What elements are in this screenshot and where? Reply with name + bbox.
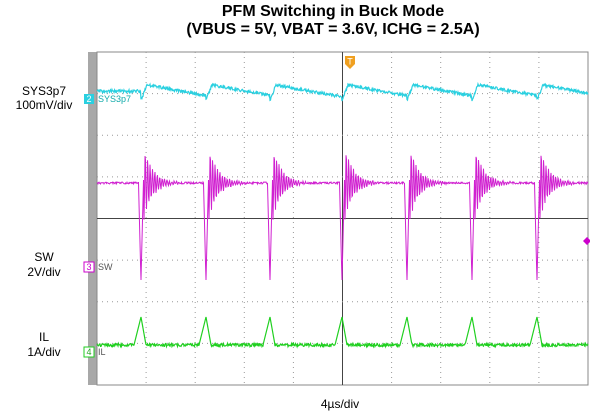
channel-scale: 1A/div [27,345,60,359]
channel-marker [83,346,95,358]
trigger-label: T [347,56,353,66]
channel-marker [83,261,95,273]
level-marker [583,237,590,245]
timebase: 4µs/div [321,397,359,411]
channel-scale: 2V/div [27,265,60,279]
sys-waveform [96,81,589,102]
channel-marker [84,94,94,104]
title-line: PFM Switching in Buck Mode [222,3,444,20]
trigger-marker [345,56,355,69]
channel-number: 3 [86,262,91,272]
channel-tag: IL [98,347,106,357]
channel-tag: SYS3p7 [98,94,131,104]
channel-number: 2 [86,94,91,104]
channel-number: 4 [86,347,91,357]
scope-side-strip [88,52,97,385]
il-waveform [96,316,589,349]
grid [97,52,588,385]
title-line: (VBUS = 5V, VBAT = 3.6V, ICHG = 2.5A) [186,21,479,38]
channel-name: SYS3p7 [22,84,66,98]
channel-name: SW [34,250,54,264]
channel-scale: 100mV/div [16,98,73,112]
sw-waveform [96,155,589,281]
channel-name: IL [39,330,49,344]
waveforms [96,81,589,349]
channel-tag: SW [98,262,113,272]
